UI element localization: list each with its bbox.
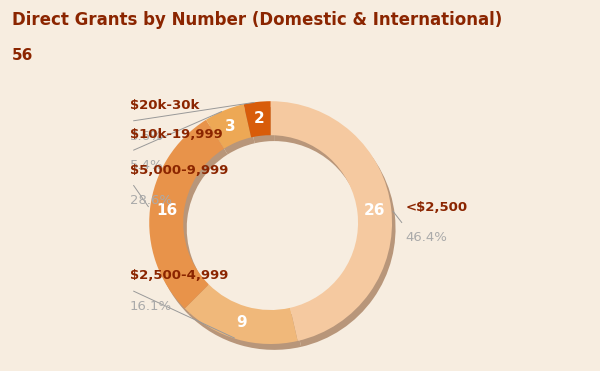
Text: 3.6%: 3.6% <box>130 129 163 142</box>
Text: $20k-30k: $20k-30k <box>130 99 199 112</box>
Text: 9: 9 <box>236 315 247 331</box>
Wedge shape <box>247 107 274 143</box>
Text: 46.4%: 46.4% <box>406 232 448 244</box>
Text: <$2,500: <$2,500 <box>406 201 468 214</box>
Text: 2: 2 <box>254 111 265 127</box>
Text: 56: 56 <box>12 48 34 63</box>
Text: 26: 26 <box>364 203 385 219</box>
Wedge shape <box>244 101 271 137</box>
Text: $10k-19,999: $10k-19,999 <box>130 128 223 141</box>
Text: $5,000-9,999: $5,000-9,999 <box>130 164 228 177</box>
Wedge shape <box>209 110 255 154</box>
Wedge shape <box>188 290 301 350</box>
Text: 16.1%: 16.1% <box>130 300 172 313</box>
Text: $2,500-4,999: $2,500-4,999 <box>130 269 228 282</box>
Wedge shape <box>149 120 224 308</box>
Wedge shape <box>153 126 227 314</box>
Text: 3: 3 <box>226 119 236 134</box>
Text: 28.6%: 28.6% <box>130 194 172 207</box>
Text: 5.4%: 5.4% <box>130 159 163 172</box>
Text: 16: 16 <box>156 203 178 219</box>
Text: Direct Grants by Number (Domestic & International): Direct Grants by Number (Domestic & Inte… <box>12 11 502 29</box>
Wedge shape <box>271 101 392 341</box>
Wedge shape <box>185 285 298 344</box>
Wedge shape <box>274 107 395 347</box>
Wedge shape <box>206 104 251 149</box>
